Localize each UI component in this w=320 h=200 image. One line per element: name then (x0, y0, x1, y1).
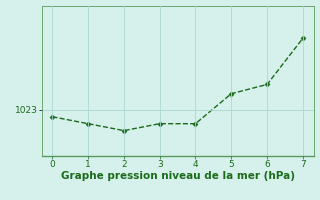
X-axis label: Graphe pression niveau de la mer (hPa): Graphe pression niveau de la mer (hPa) (60, 171, 295, 181)
